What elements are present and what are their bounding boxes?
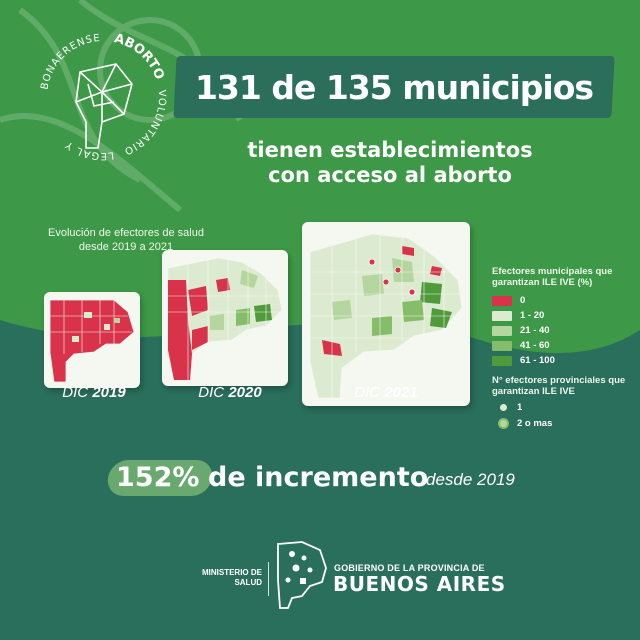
subheadline: tienen establecimientos con acceso al ab…: [200, 138, 580, 188]
legend-dot-row: 1: [492, 401, 632, 414]
legend-municipal-title: Efectores municipales que garantizan ILE…: [492, 266, 613, 288]
province-emblem-icon: [277, 541, 327, 609]
map-label-prefix: DIC: [62, 384, 89, 401]
legend-row: 21 - 40: [492, 324, 632, 337]
map-label-prefix: DIC: [354, 384, 381, 401]
legend-provincial-title: N° efectores provinciales que garantizan…: [492, 375, 626, 397]
legend-label: 21 - 40: [520, 325, 550, 336]
province-map-2021: [309, 233, 463, 399]
legend-label: 41 - 60: [520, 340, 550, 351]
legend-swatch: [492, 325, 512, 336]
footer-divider: [268, 562, 269, 596]
province-map-2020: [167, 257, 283, 381]
legend-dot: [500, 404, 507, 411]
legend-label: 0: [520, 295, 526, 306]
subheadline-line-1: tienen establecimientos: [247, 138, 533, 162]
legend-label: 61 - 100: [520, 355, 555, 366]
government-line-1: GOBIERNO DE LA PROVINCIA DE: [334, 563, 485, 573]
logo-text-bottom: LEGAL Y: [63, 138, 113, 161]
increase-percent: 152%: [116, 462, 200, 493]
map-card-2019: [44, 292, 140, 388]
map-label-year: 2019: [92, 384, 126, 401]
government-line-2: BUENOS AIRES: [333, 572, 506, 596]
legend-swatch: [492, 340, 512, 351]
map-card-2021: [302, 222, 470, 406]
aborto-campaign-logo: ABORTO VOLUNTARIO LEGAL Y BONAERENSE: [39, 31, 166, 161]
legend-row: 61 - 100: [492, 354, 632, 367]
legend-swatch: [492, 295, 512, 306]
legend-label: 1 - 20: [520, 310, 545, 321]
legend-swatch: [492, 310, 512, 321]
map-label-2021: DIC 2021: [336, 384, 436, 401]
legend-dot-row: 2 o mas: [492, 417, 632, 430]
subheadline-line-2: con acceso al aborto: [268, 163, 512, 187]
legend-row: 0: [492, 294, 632, 307]
increase-since: desde 2019: [426, 470, 515, 489]
map-label-year: 2021: [384, 384, 418, 401]
legend-row: 1 - 20: [492, 309, 632, 322]
map-label-2019: DIC 2019: [44, 384, 144, 401]
map-card-2020: [162, 250, 288, 386]
map-label-year: 2020: [228, 384, 262, 401]
svg-text:LEGAL Y: LEGAL Y: [63, 138, 114, 161]
legend-dot-label: 1: [517, 402, 523, 413]
legend-dot: [500, 420, 507, 427]
ministerio-label: MINISTERIO DE SALUD: [201, 568, 262, 587]
svg-text:ABORTO: ABORTO: [112, 31, 166, 82]
map-label-2020: DIC 2020: [180, 384, 280, 401]
increase-statement: 152% de incremento desde 2019: [105, 452, 548, 502]
logo-text-top: ABORTO: [112, 31, 166, 82]
map-legend: Efectores municipales que garantizan ILE…: [492, 266, 632, 433]
evolution-title: Evolución de efectores de salud desde 20…: [48, 227, 204, 253]
increase-text: de incremento: [208, 462, 429, 493]
headline: 131 de 135 municipios: [194, 68, 594, 107]
legend-swatch: [492, 355, 512, 366]
map-label-prefix: DIC: [198, 384, 225, 401]
province-map-2019: [49, 299, 135, 383]
legend-dot-label: 2 o mas: [517, 418, 553, 429]
legend-row: 41 - 60: [492, 339, 632, 352]
